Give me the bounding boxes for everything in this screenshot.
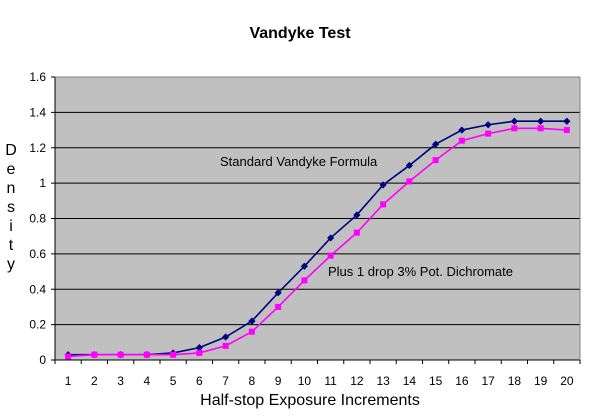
x-tick-label: 2: [91, 374, 98, 388]
annotations: Standard Vandyke Formula Plus 1 drop 3% P…: [220, 154, 513, 279]
data-point-series-1: [563, 117, 571, 125]
y-tick-label: 1.2: [29, 141, 46, 155]
y-axis-label-letter: y: [7, 256, 15, 273]
x-tick-label: 6: [196, 374, 203, 388]
data-point-series-2: [196, 349, 203, 356]
y-tick-labels: 0 0.2 0.4 0.6 0.8 1 1.2 1.4 1.6: [29, 70, 55, 367]
x-tick-label: 12: [350, 374, 364, 388]
x-tick-label: 10: [298, 374, 312, 388]
x-tick-label: 18: [508, 374, 522, 388]
x-tick-label: 4: [144, 374, 151, 388]
data-point-series-2: [537, 125, 544, 132]
data-point-series-1: [405, 161, 413, 170]
y-axis-label-letter: e: [7, 161, 16, 178]
data-point-series-2: [458, 137, 465, 144]
y-axis-label-letter: t: [9, 237, 14, 254]
y-axis-label-letter: D: [5, 142, 17, 159]
x-tick-labels: 1 2 3 4 5 6 7 8 9 10 11 12 13 14 15 16 17 18 19 20: [54, 360, 581, 388]
series-annotation-2: Plus 1 drop 3% Pot. Dichromate: [328, 264, 513, 279]
data-point-series-2: [511, 125, 518, 132]
y-tick-label: 1.4: [29, 105, 46, 119]
x-tick-label: 20: [560, 374, 574, 388]
y-axis-label-letter: i: [9, 218, 13, 235]
data-point-series-1: [274, 289, 282, 297]
x-tick-label: 16: [455, 374, 469, 388]
data-point-series-2: [65, 353, 72, 360]
x-tick-label: 15: [429, 374, 443, 388]
x-axis-label: Half-stop Exposure Increments: [200, 392, 420, 409]
data-point-series-1: [300, 262, 308, 270]
data-point-series-1: [195, 344, 203, 352]
y-tick-label: 1.6: [29, 70, 46, 84]
x-tick-label: 13: [376, 374, 390, 388]
x-tick-label: 9: [275, 374, 282, 388]
data-point-series-1: [458, 126, 466, 134]
data-point-series-1: [353, 211, 361, 219]
data-point-series-2: [485, 130, 492, 137]
x-tick-label: 5: [170, 374, 177, 388]
series-line-2: [68, 127, 567, 358]
x-tick-label: 3: [117, 374, 124, 388]
data-point-series-1: [327, 234, 335, 242]
data-point-series-1: [484, 121, 492, 129]
x-tick-label: 14: [403, 374, 417, 388]
data-point-series-2: [563, 127, 570, 134]
x-tick-label: 1: [65, 374, 72, 388]
data-point-series-2: [170, 351, 177, 358]
x-tick-label: 11: [324, 374, 337, 388]
data-point-series-1: [222, 333, 230, 341]
series-annotation-1: Standard Vandyke Formula: [220, 154, 378, 169]
y-tick-label: 0.2: [29, 318, 46, 332]
data-point-series-2: [380, 201, 387, 208]
data-point-series-1: [379, 181, 387, 189]
chart-title: Vandyke Test: [249, 25, 351, 42]
data-point-series-2: [91, 351, 98, 358]
data-point-series-1: [248, 317, 256, 325]
series-markers: [64, 117, 571, 360]
y-tick-label: 0.8: [29, 212, 46, 226]
data-point-series-2: [117, 351, 124, 358]
data-point-series-2: [222, 342, 229, 349]
data-point-series-1: [510, 117, 518, 125]
data-point-series-2: [248, 328, 255, 335]
series-lines: [68, 120, 567, 358]
data-point-series-2: [353, 229, 360, 236]
data-point-series-2: [432, 157, 439, 164]
x-tick-label: 19: [534, 374, 548, 388]
y-axis-label-letter: n: [7, 180, 16, 197]
y-tick-label: 0.4: [29, 282, 46, 296]
data-point-series-2: [301, 277, 308, 284]
x-tick-label: 7: [222, 374, 229, 388]
data-point-series-2: [327, 252, 334, 259]
data-point-series-1: [432, 140, 440, 148]
x-tick-label: 8: [249, 374, 256, 388]
data-point-series-2: [275, 303, 282, 310]
y-tick-label: 0.6: [29, 247, 46, 261]
data-point-series-2: [143, 351, 150, 358]
data-point-series-2: [406, 178, 413, 185]
x-tick-label: 17: [481, 374, 495, 388]
y-tick-label: 0: [39, 353, 46, 367]
y-axis-label-letter: s: [7, 199, 15, 216]
y-tick-label: 1: [39, 176, 46, 190]
data-point-series-1: [537, 117, 545, 125]
